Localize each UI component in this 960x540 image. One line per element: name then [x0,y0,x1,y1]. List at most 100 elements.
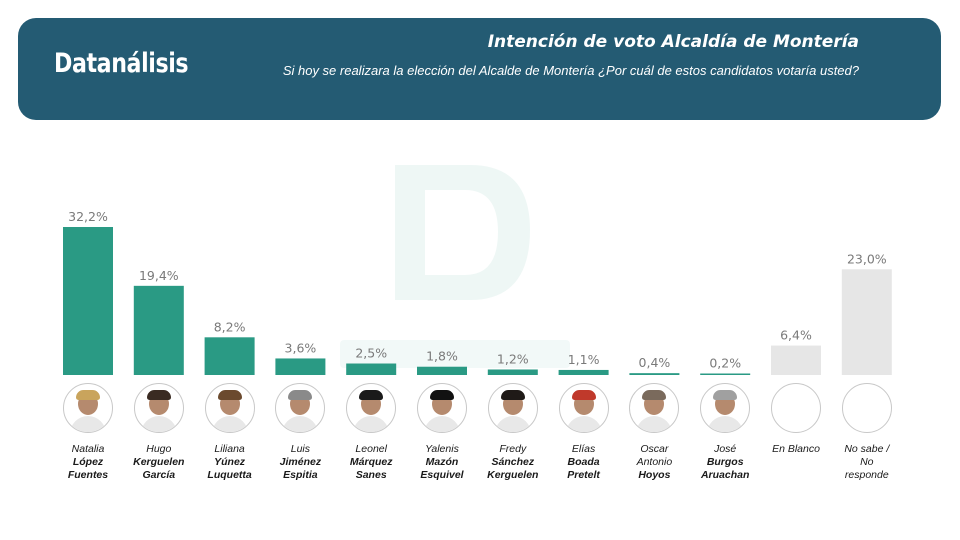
data-label-2: 8,2% [214,319,246,334]
bar-4 [346,363,397,375]
data-label-10: 6,4% [780,328,812,343]
label-last-name: Márquez [349,456,393,468]
candidate-photo [346,383,397,433]
category-label-3: Luis Jiménez Espitia [260,443,340,482]
brand-logo: Datanálisis [54,48,189,79]
data-label-9: 0,2% [709,356,741,371]
bar-7 [558,369,609,375]
avatar-hair [359,390,384,400]
avatar-body [707,416,744,432]
avatar-body [424,416,460,432]
avatar-hair [146,390,171,400]
bar-11 [841,269,892,375]
candidate-photo [275,383,326,433]
category-label-4: Leonel Márquez Sanes [331,443,411,482]
candidate-photo [63,383,113,433]
label-last-name: Mazón [425,456,459,468]
label-first-name: No [860,456,874,468]
candidate-photo [417,383,467,433]
label-last-name: López [72,456,104,468]
label-last-name: Yúnez [214,456,246,468]
avatar-body [140,416,177,432]
candidate-photo [558,383,609,433]
bar-8 [629,373,680,375]
category-label-5: Yalenis Mazón Esquivel [402,443,482,482]
label-first-name: No sabe / [844,443,890,455]
label-last-name: Luquetta [207,469,252,481]
avatar-body [70,416,106,432]
label-last-name: Fuentes [67,469,109,481]
category-label-2: Liliana Yúnez Luquetta [190,443,270,482]
avatar-body [636,416,673,432]
avatar-body [211,416,248,432]
avatar-body [353,416,390,432]
data-label-8: 0,4% [639,355,671,370]
label-last-name: García [142,469,176,481]
label-first-name: Elías [571,443,596,455]
label-first-name: responde [844,469,889,481]
category-label-1: Hugo Kerguelen García [119,443,199,482]
category-label-10: En Blanco [756,443,836,456]
bar-10 [771,345,821,375]
avatar-hair [288,390,313,400]
bar-2 [204,337,255,375]
avatar-body [494,416,531,432]
label-last-name: Burgos [706,456,744,468]
label-first-name: José [714,443,737,455]
avatar-body [282,416,319,432]
data-label-0: 32,2% [68,209,108,224]
label-last-name: Hoyos [638,469,671,481]
category-label-8: Oscar Antonio Hoyos [614,443,694,482]
avatar-hair [642,390,667,400]
data-label-3: 3,6% [285,340,317,355]
label-last-name: Boada [567,456,600,468]
data-label-5: 1,8% [426,349,458,364]
candidate-photo [700,383,751,433]
data-label-6: 1,2% [497,351,529,366]
candidate-photo [133,383,184,433]
bar-6 [487,369,538,375]
label-last-name: Pretelt [567,469,600,481]
label-first-name: Natalia [71,443,105,455]
category-label-7: Elías Boada Pretelt [544,443,624,482]
category-label-6: Fredy Sánchez Kerguelen [473,443,553,482]
bar-9 [700,373,751,375]
empty-avatar [841,383,892,433]
data-label-1: 19,4% [139,268,179,283]
label-first-name: Yalenis [425,443,459,455]
chart-title: Intención de voto Alcaldía de Montería [487,32,859,52]
label-first-name: Hugo [146,443,172,455]
label-first-name: Leonel [355,443,387,455]
candidate-photo [204,383,255,433]
avatar-hair [500,390,525,400]
label-first-name: Luis [290,443,311,455]
label-last-name: Aruachan [700,469,750,481]
data-label-11: 23,0% [847,251,887,266]
candidate-photo [487,383,538,433]
data-label-7: 1,1% [568,352,600,367]
data-label-4: 2,5% [355,346,387,361]
avatar-hair [430,390,454,400]
label-first-name: Fredy [499,443,527,455]
label-first-name: Liliana [214,443,245,455]
label-last-name: Espitia [283,469,318,481]
label-last-name: Kerguelen [487,469,539,481]
label-last-name: Sanes [355,469,387,481]
bar-3 [275,358,326,375]
header-banner: Datanálisis Intención de voto Alcaldía d… [18,18,941,120]
bar-0 [63,227,113,375]
avatar-hair [713,390,738,400]
category-label-11: No sabe / No responde [827,443,907,482]
avatar-body [565,416,602,432]
avatar-hair [571,390,596,400]
avatar-hair [76,390,100,400]
category-label-0: Natalia López Fuentes [48,443,128,482]
label-first-name: Oscar [640,443,669,455]
chart-subtitle: Si hoy se realizara la elección del Alca… [282,63,859,78]
category-label-9: José Burgos Aruachan [685,443,765,482]
bar-1 [133,285,184,375]
candidate-photo [629,383,680,433]
label-last-name: Kerguelen [133,456,185,468]
label-last-name: Sánchez [491,456,535,468]
